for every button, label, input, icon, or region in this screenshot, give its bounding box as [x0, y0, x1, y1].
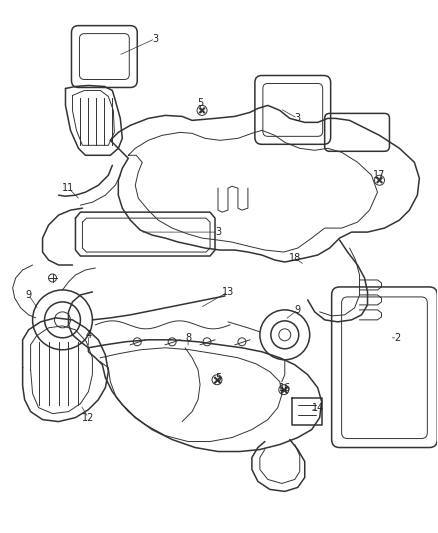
Text: 18: 18 — [289, 253, 301, 263]
Text: 3: 3 — [295, 114, 301, 123]
Text: 14: 14 — [311, 402, 324, 413]
Text: 9: 9 — [295, 305, 301, 315]
Text: 16: 16 — [279, 383, 291, 393]
Text: 12: 12 — [82, 413, 95, 423]
Text: 13: 13 — [222, 287, 234, 297]
Text: 2: 2 — [394, 333, 401, 343]
Text: 9: 9 — [25, 290, 32, 300]
Text: 11: 11 — [62, 183, 74, 193]
Text: 5: 5 — [197, 99, 203, 108]
Text: 3: 3 — [215, 227, 221, 237]
Text: 4: 4 — [85, 330, 92, 340]
Text: 17: 17 — [373, 170, 386, 180]
Text: 8: 8 — [185, 333, 191, 343]
Text: 5: 5 — [215, 373, 221, 383]
Text: 3: 3 — [152, 34, 158, 44]
